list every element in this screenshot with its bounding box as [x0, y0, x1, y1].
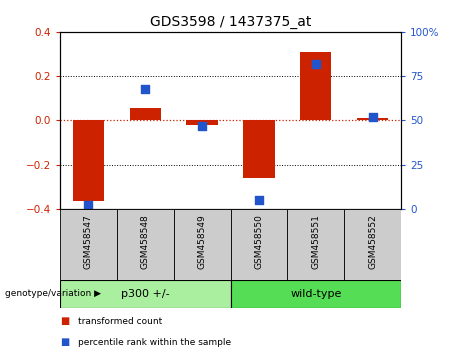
- Text: wild-type: wild-type: [290, 289, 342, 299]
- Text: percentile rank within the sample: percentile rank within the sample: [78, 338, 231, 347]
- Bar: [243, 120, 275, 178]
- Text: GSM458550: GSM458550: [254, 215, 263, 269]
- Text: ■: ■: [60, 316, 69, 326]
- Text: GSM458548: GSM458548: [141, 215, 150, 269]
- Point: [142, 86, 149, 91]
- Bar: [357, 118, 388, 120]
- Bar: [117, 209, 174, 280]
- Text: genotype/variation ▶: genotype/variation ▶: [5, 289, 100, 298]
- Bar: [300, 52, 331, 120]
- Bar: [230, 209, 287, 280]
- Title: GDS3598 / 1437375_at: GDS3598 / 1437375_at: [150, 16, 311, 29]
- Point: [312, 61, 319, 67]
- Bar: [60, 209, 117, 280]
- Text: ■: ■: [60, 337, 69, 347]
- Point: [85, 202, 92, 208]
- Bar: [186, 120, 218, 125]
- Point: [255, 197, 263, 203]
- Text: p300 +/-: p300 +/-: [121, 289, 170, 299]
- Bar: [130, 108, 161, 120]
- Text: GSM458547: GSM458547: [84, 215, 93, 269]
- Point: [369, 114, 376, 120]
- Text: GSM458552: GSM458552: [368, 215, 377, 269]
- Bar: [73, 120, 104, 201]
- Bar: [230, 280, 401, 308]
- Bar: [287, 209, 344, 280]
- Bar: [174, 209, 230, 280]
- Bar: [344, 209, 401, 280]
- Text: GSM458549: GSM458549: [198, 215, 207, 269]
- Bar: [60, 280, 230, 308]
- Text: transformed count: transformed count: [78, 317, 163, 326]
- Text: GSM458551: GSM458551: [311, 215, 320, 269]
- Point: [198, 123, 206, 129]
